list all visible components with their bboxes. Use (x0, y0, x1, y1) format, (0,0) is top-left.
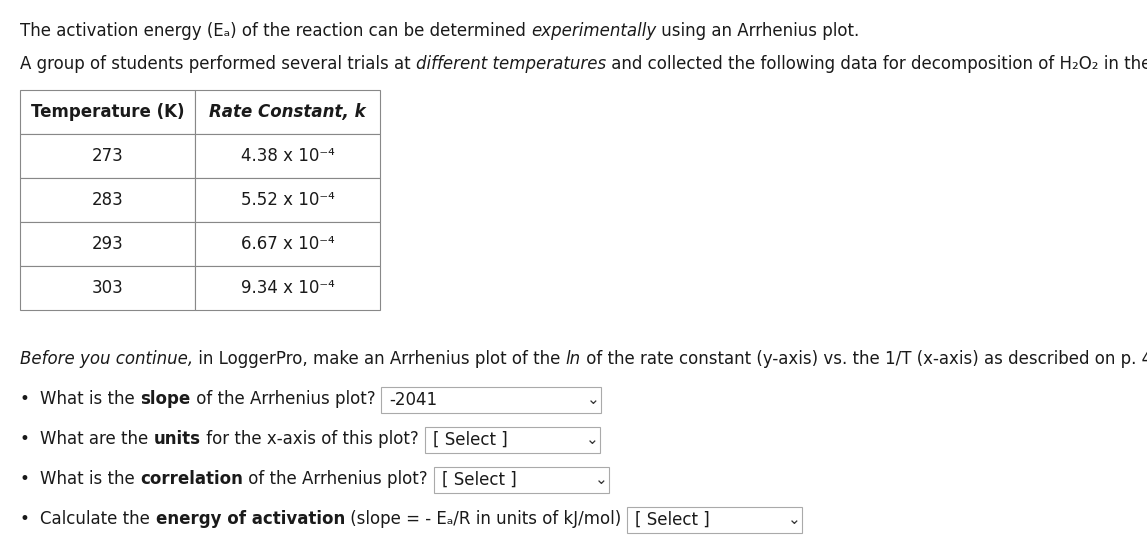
Text: ⌄: ⌄ (587, 393, 600, 408)
Bar (195, 222, 380, 266)
Text: [ Select ]: [ Select ] (432, 431, 507, 449)
Text: units: units (154, 430, 201, 448)
Bar (424, 427, 600, 453)
Text: (slope = - Eₐ/R in units of kJ/mol): (slope = - Eₐ/R in units of kJ/mol) (345, 510, 621, 528)
Text: Temperature (K): Temperature (K) (31, 103, 185, 121)
Text: The activation energy (Eₐ) of the reaction can be determined: The activation energy (Eₐ) of the reacti… (19, 22, 531, 40)
Text: [ Select ]: [ Select ] (635, 511, 710, 529)
Text: 9.34 x 10⁻⁴: 9.34 x 10⁻⁴ (241, 279, 335, 297)
Text: in LoggerPro, make an Arrhenius plot of the: in LoggerPro, make an Arrhenius plot of … (193, 350, 565, 368)
Text: experimentally: experimentally (531, 22, 656, 40)
Text: 293: 293 (92, 235, 124, 253)
Text: •: • (19, 470, 40, 488)
Bar (19, 178, 195, 222)
Text: ⌄: ⌄ (595, 472, 608, 488)
Text: energy of activation: energy of activation (156, 510, 345, 528)
Bar (19, 266, 195, 310)
Bar (195, 266, 380, 310)
Text: 5.52 x 10⁻⁴: 5.52 x 10⁻⁴ (241, 191, 335, 209)
Bar (19, 134, 195, 178)
Bar (195, 178, 380, 222)
Text: •: • (19, 390, 40, 408)
Text: 4.38 x 10⁻⁴: 4.38 x 10⁻⁴ (241, 147, 335, 165)
Text: What is the: What is the (40, 470, 140, 488)
Bar (19, 90, 195, 134)
Text: 6.67 x 10⁻⁴: 6.67 x 10⁻⁴ (241, 235, 334, 253)
Bar (381, 387, 601, 413)
Text: of the rate constant (y-axis) vs. the 1/T (x-axis) as described on p. 47 and the: of the rate constant (y-axis) vs. the 1/… (580, 350, 1147, 368)
Bar (195, 134, 380, 178)
Text: •: • (19, 430, 40, 448)
Bar (627, 507, 802, 533)
Text: -2041: -2041 (389, 391, 437, 409)
Text: Rate Constant, k: Rate Constant, k (209, 103, 366, 121)
Text: for the x-axis of this plot?: for the x-axis of this plot? (201, 430, 419, 448)
Text: 303: 303 (92, 279, 124, 297)
Text: slope: slope (140, 390, 190, 408)
Text: and collected the following data for decomposition of H₂O₂ in the presence of KI: and collected the following data for dec… (606, 55, 1147, 73)
Text: 273: 273 (92, 147, 124, 165)
Text: of the Arrhenius plot?: of the Arrhenius plot? (190, 390, 375, 408)
Text: [ Select ]: [ Select ] (442, 471, 516, 489)
Text: Before you continue,: Before you continue, (19, 350, 193, 368)
Text: using an Arrhenius plot.: using an Arrhenius plot. (656, 22, 859, 40)
Text: What are the: What are the (40, 430, 154, 448)
Text: •: • (19, 510, 40, 528)
Text: different temperatures: different temperatures (416, 55, 606, 73)
Text: ⌄: ⌄ (788, 512, 801, 528)
Text: of the Arrhenius plot?: of the Arrhenius plot? (243, 470, 428, 488)
Text: A group of students performed several trials at: A group of students performed several tr… (19, 55, 416, 73)
Bar (434, 467, 609, 493)
Bar (195, 90, 380, 134)
Text: ⌄: ⌄ (586, 433, 599, 448)
Text: ln: ln (565, 350, 580, 368)
Text: Calculate the: Calculate the (40, 510, 156, 528)
Bar (19, 222, 195, 266)
Text: 283: 283 (92, 191, 124, 209)
Text: What is the: What is the (40, 390, 140, 408)
Text: correlation: correlation (140, 470, 243, 488)
